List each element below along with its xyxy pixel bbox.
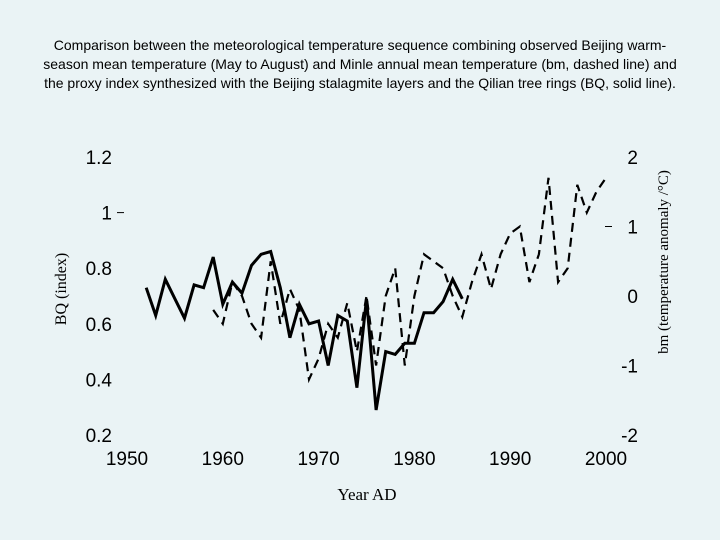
series-line-bq [144, 249, 464, 411]
left-y-axis-title: BQ (index) [53, 253, 70, 325]
left-y-tick-label: 0.6 [86, 315, 112, 336]
x-tick-label: 1960 [202, 449, 244, 470]
right-y-tick-label: 0 [627, 287, 638, 308]
tick-marks [117, 212, 612, 227]
x-tick-labels: 1950 1960 1970 1980 1990 2000 [106, 449, 627, 470]
x-tick-label: 1970 [297, 449, 339, 470]
left-y-tick-label: 0.8 [86, 259, 112, 280]
left-y-tick-label: 0.4 [86, 370, 113, 391]
left-y-tick-labels: 1.2 1 0.8 0.6 0.4 0.2 [86, 148, 113, 447]
x-tick-label: 1950 [106, 449, 148, 470]
right-y-tick-label: -2 [621, 426, 638, 447]
x-tick-label: 1980 [393, 449, 435, 470]
left-y-tick-label: 1.2 [86, 148, 112, 169]
series-line-bm [212, 177, 607, 384]
right-y-tick-label: 1 [627, 218, 638, 239]
right-y-axis-title: bm (temperature anomaly /°C) [656, 170, 672, 354]
series-lines [144, 177, 607, 411]
right-y-tick-label: 2 [627, 148, 638, 169]
left-y-tick-label: 1 [101, 204, 112, 225]
right-y-tick-label: -1 [621, 357, 638, 378]
x-tick-label: 1990 [489, 449, 531, 470]
chart-title: Comparison between the meteorological te… [43, 37, 677, 91]
x-tick-label: 2000 [585, 449, 627, 470]
left-y-tick-label: 0.2 [86, 426, 112, 447]
right-y-tick-labels: 2 1 0 -1 -2 [621, 148, 638, 447]
x-axis-title: Year AD [337, 485, 396, 504]
